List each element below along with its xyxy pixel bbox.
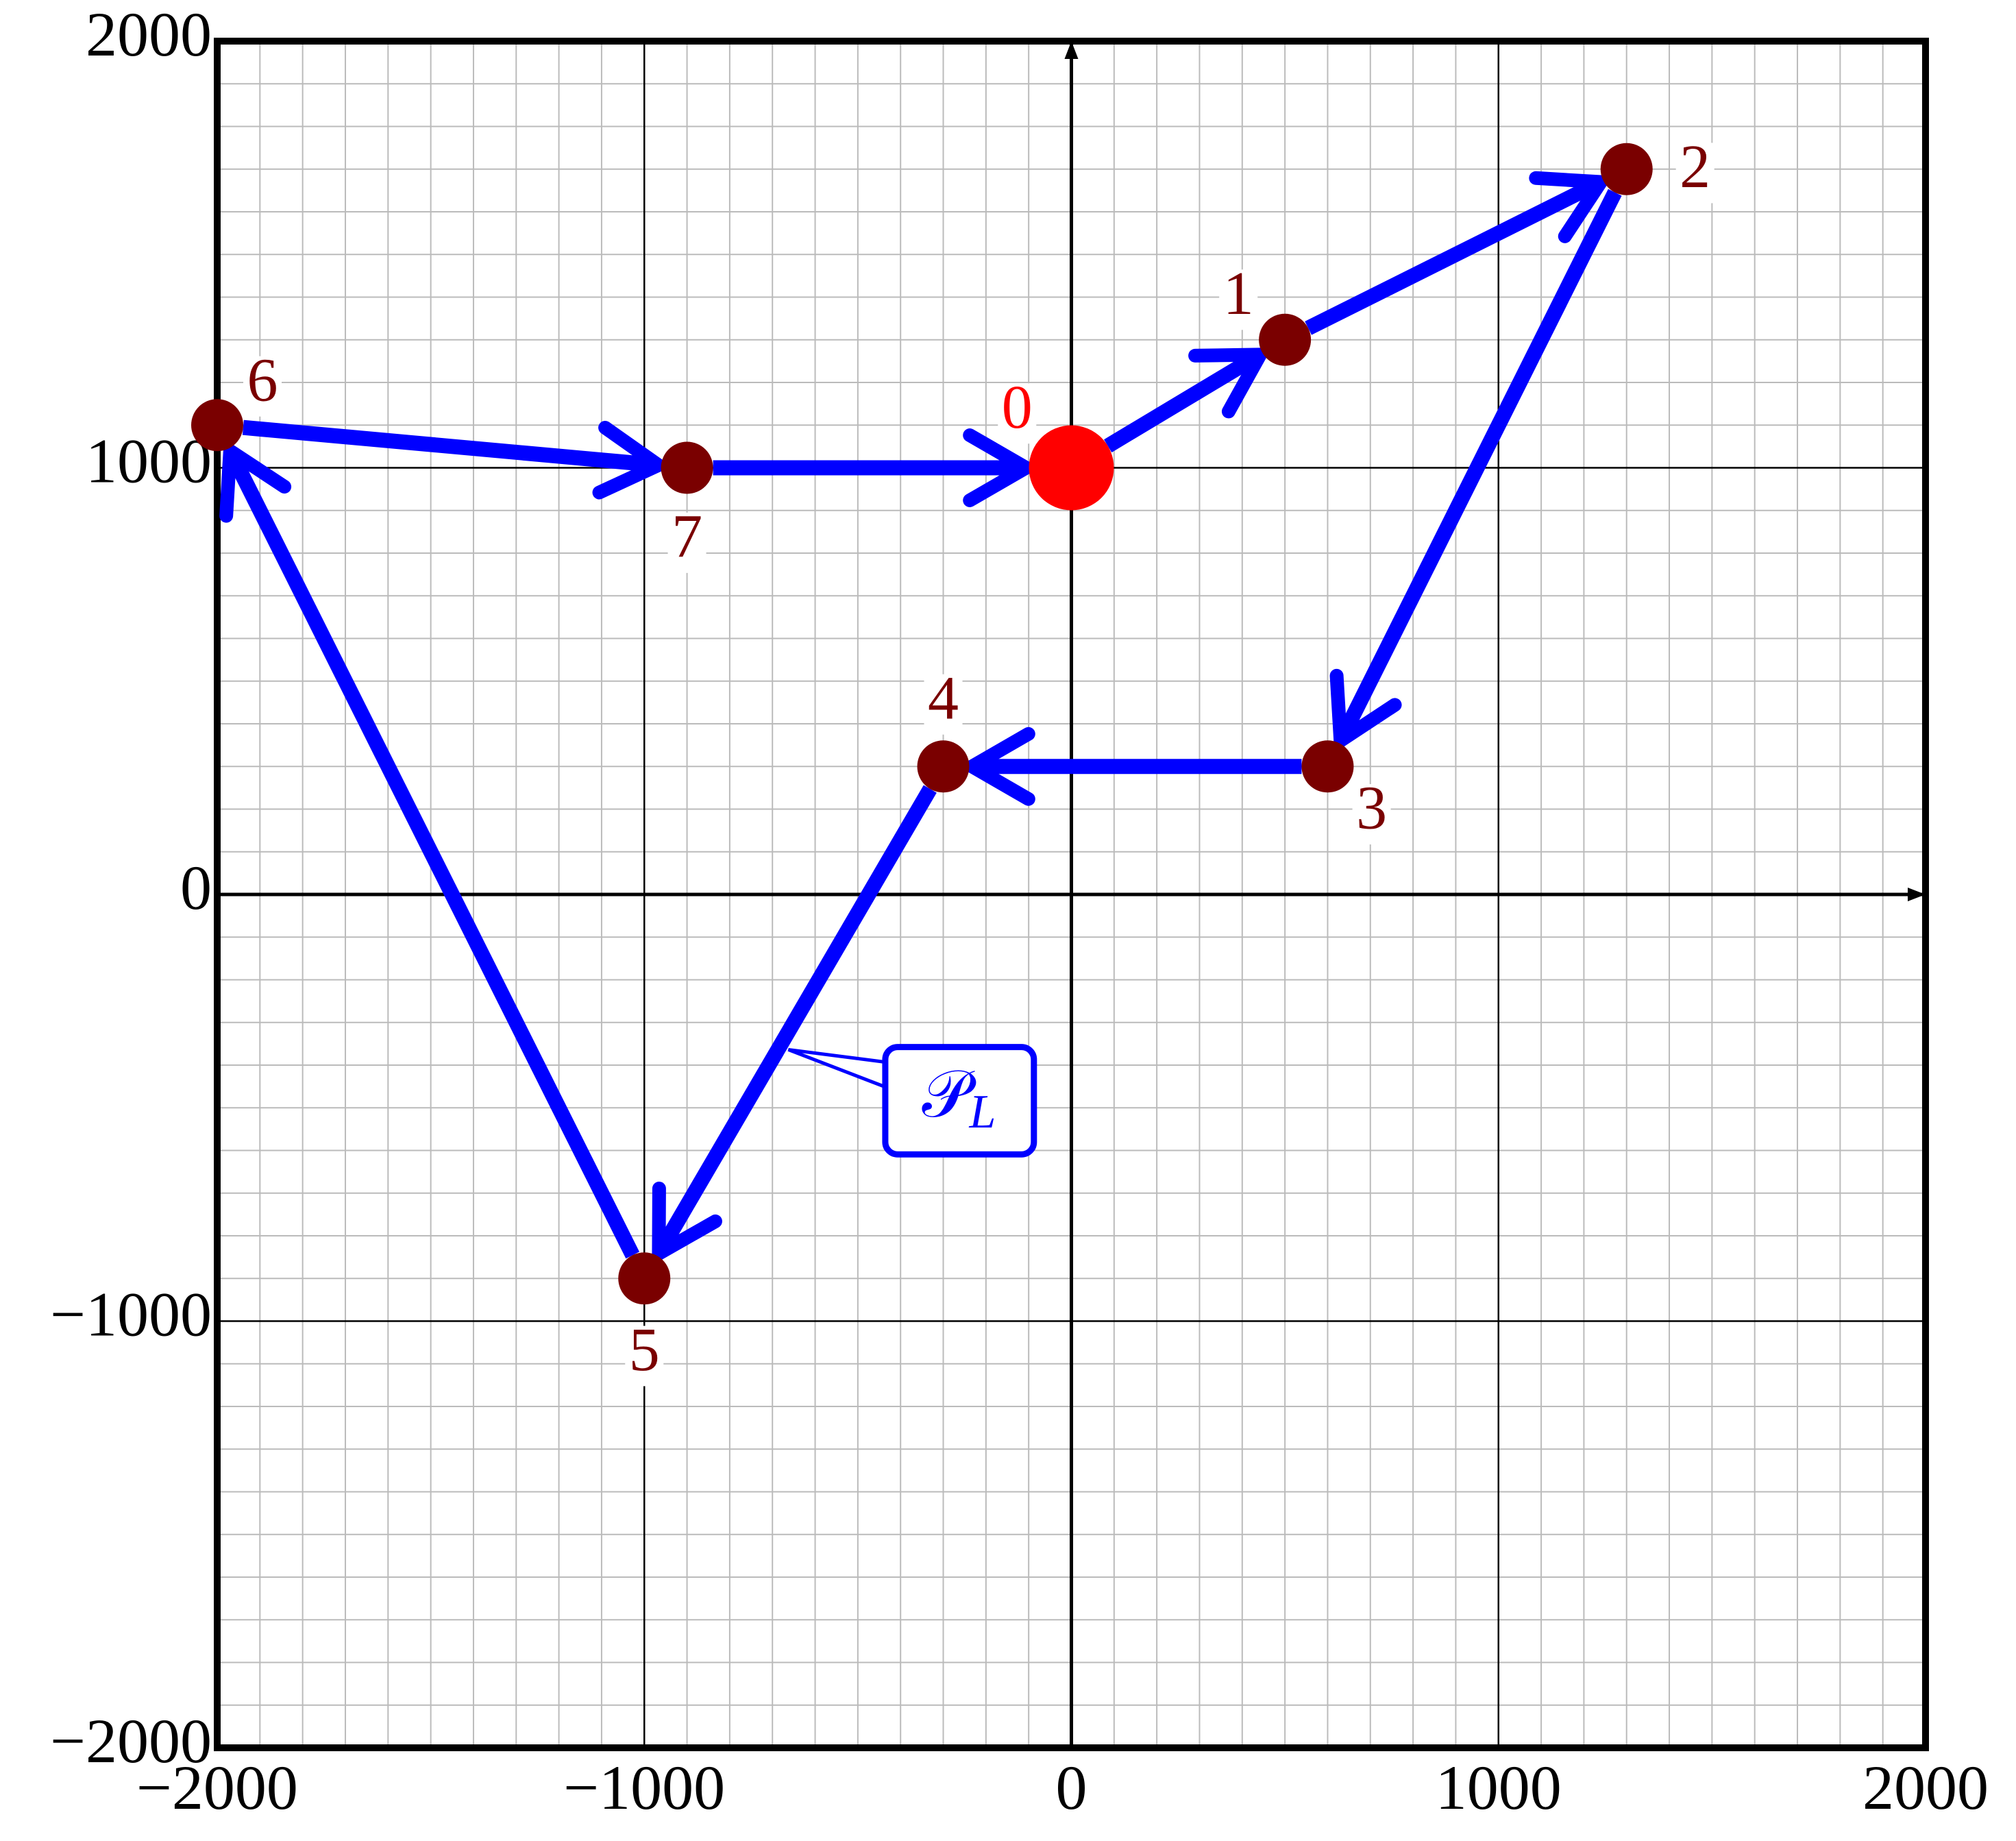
- point-label: 0: [1002, 374, 1033, 441]
- point: [917, 740, 970, 793]
- plot-frame: [214, 38, 1929, 1751]
- path-segment: [1329, 188, 1622, 748]
- arrow-head: [592, 420, 665, 500]
- x-tick-label: 1000: [1436, 1753, 1562, 1822]
- path-segment: [652, 785, 937, 1260]
- annotation-box: [882, 1044, 1037, 1158]
- arrow-head: [1529, 171, 1608, 243]
- point: [1600, 143, 1653, 195]
- x-tick-label: −2000: [136, 1753, 298, 1822]
- point-label: 3: [1356, 775, 1387, 842]
- point-label: 1: [1223, 260, 1254, 328]
- x-tick-label: −1000: [563, 1753, 725, 1822]
- point-label: 7: [672, 503, 702, 571]
- path-segment: [1305, 171, 1608, 335]
- arrow-head: [963, 428, 1033, 507]
- point: [191, 399, 243, 452]
- path-segment: [242, 419, 665, 500]
- point: [1029, 425, 1114, 511]
- annotation-symbol: 𝒫: [922, 1058, 976, 1131]
- point-label: 5: [629, 1316, 660, 1384]
- point-label-bg: [998, 383, 1037, 444]
- y-tick-label: 1000: [86, 426, 212, 496]
- y-tick-label: 0: [180, 853, 212, 923]
- point-label-bg: [667, 512, 706, 573]
- path-line: [1104, 351, 1259, 453]
- path-line: [225, 452, 640, 1259]
- arrow-head: [1329, 668, 1402, 748]
- point-label-bg: [243, 356, 282, 417]
- x-tick-label: 0: [1056, 1753, 1087, 1822]
- point: [618, 1252, 671, 1305]
- path-segment: [713, 428, 1033, 507]
- y-tick-label: 2000: [86, 0, 212, 69]
- annotation-pointer: [787, 1047, 892, 1091]
- arrow-head: [652, 1181, 722, 1260]
- path-segment: [219, 443, 640, 1259]
- point-label-bg: [924, 674, 963, 735]
- arrow-head: [965, 727, 1035, 806]
- annotation-subscript: L: [969, 1086, 996, 1138]
- point-label-bg: [1219, 269, 1258, 330]
- point: [1259, 313, 1312, 366]
- arrow-head: [219, 443, 292, 523]
- point-label: 2: [1680, 133, 1710, 201]
- x-axis-arrow: [1908, 888, 1926, 901]
- y-axis-arrow: [1064, 41, 1079, 59]
- path-segment: [1104, 348, 1268, 453]
- point-label-bg: [1352, 784, 1391, 845]
- y-tick-label: −2000: [50, 1706, 212, 1776]
- point-label: 6: [247, 346, 278, 414]
- x-tick-label: 2000: [1863, 1753, 1989, 1822]
- path-line: [242, 419, 654, 472]
- y-tick-label: −1000: [50, 1280, 212, 1350]
- point-label: 4: [928, 664, 959, 732]
- point-label-bg: [1675, 143, 1714, 204]
- path-line: [654, 785, 937, 1253]
- point-label-bg: [625, 1326, 664, 1387]
- path-line: [1305, 178, 1599, 335]
- annotation: 𝒫L: [787, 1044, 1037, 1158]
- path-line: [1336, 188, 1622, 740]
- annotation-text: 𝒫L: [922, 1058, 996, 1138]
- point: [1301, 740, 1354, 793]
- path-segment: [965, 727, 1302, 806]
- arrow-head: [1188, 348, 1268, 419]
- point: [661, 441, 713, 494]
